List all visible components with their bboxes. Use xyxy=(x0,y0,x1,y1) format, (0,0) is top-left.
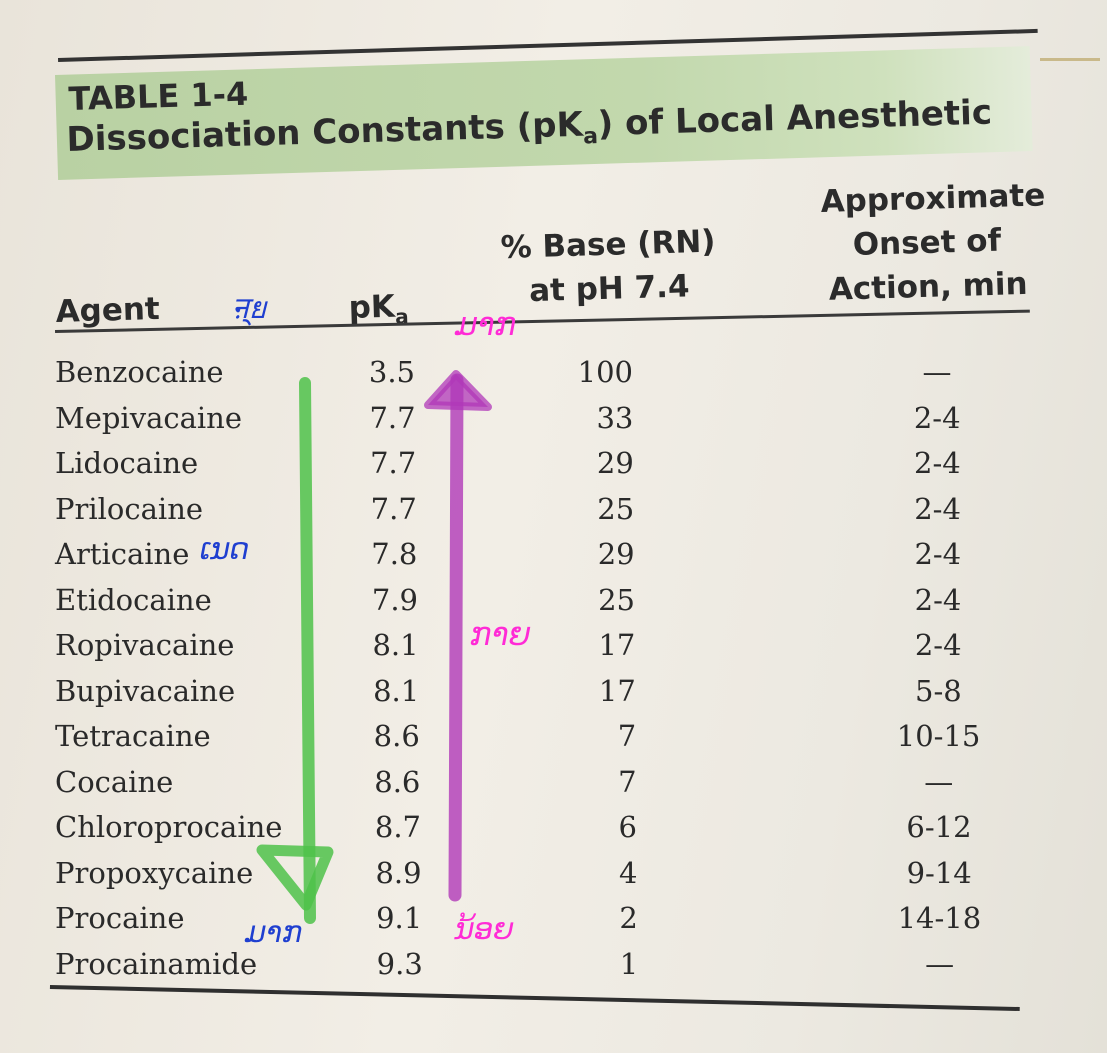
column-header-onset-line2: Onset of xyxy=(852,222,1002,264)
table-row: Chloroprocaine 8.7 6 6-12 xyxy=(55,805,1055,849)
pka-cell: 9.1 xyxy=(376,901,423,935)
base-cell: 33 xyxy=(596,400,634,435)
column-header-onset-line3: Action, min xyxy=(828,265,1029,308)
annotation-magenta-bottom: ນ້ອຍ xyxy=(455,912,514,947)
pka-cell: 8.1 xyxy=(373,673,420,708)
pka-cell: 7.7 xyxy=(370,446,417,480)
base-cell: 100 xyxy=(577,355,633,389)
base-cell: 17 xyxy=(598,673,636,708)
bottom-rule xyxy=(49,985,1020,1012)
pka-cell: 8.6 xyxy=(373,719,420,753)
table-row: Propoxycaine 8.9 4 9-14 xyxy=(55,851,1055,895)
table-row: Procaine 9.1 2 14-18 xyxy=(55,896,1055,940)
column-header-agent: Agent xyxy=(55,290,161,330)
agent-cell: Procainamide xyxy=(55,946,258,981)
table-row: Benzocaine 3.5 100 — xyxy=(55,350,1055,394)
annotation-blue-mid: ເນດ xyxy=(200,532,250,567)
onset-cell: — xyxy=(922,355,952,389)
onset-cell: — xyxy=(925,946,955,981)
agent-cell: Ropivacaine xyxy=(55,628,235,662)
table-row: Mepivacaine 7.7 33 2-4 xyxy=(55,396,1055,440)
table-number: TABLE 1-4 xyxy=(68,74,249,118)
agent-cell: Procaine xyxy=(55,901,185,935)
table-row: Ropivacaine 8.1 17 2-4 xyxy=(55,623,1055,667)
annotation-magenta-top: ມາກ xyxy=(455,305,517,343)
column-header-onset-line1: Approximate xyxy=(820,177,1046,220)
pka-cell: 3.5 xyxy=(368,355,415,389)
agent-cell: Tetracaine xyxy=(55,719,211,753)
agent-cell: Prilocaine xyxy=(55,491,204,526)
agent-cell: Lidocaine xyxy=(55,446,199,480)
base-cell: 1 xyxy=(619,946,639,981)
agent-cell: Chloroprocaine xyxy=(55,810,283,844)
base-cell: 25 xyxy=(598,582,635,617)
onset-cell: 10-15 xyxy=(896,719,981,753)
onset-cell: 2-4 xyxy=(914,582,962,617)
onset-cell: 2-4 xyxy=(914,491,961,526)
table-row: Bupivacaine 8.1 17 5-8 xyxy=(55,669,1055,713)
table-row: Prilocaine 7.7 25 2-4 xyxy=(55,487,1055,531)
base-cell: 4 xyxy=(618,855,638,890)
onset-cell: 2-4 xyxy=(914,537,962,571)
agent-cell: Cocaine xyxy=(55,764,174,799)
table-row: Procainamide 9.3 1 — xyxy=(55,942,1055,986)
base-cell: 7 xyxy=(618,764,637,799)
onset-cell: 2-4 xyxy=(914,446,961,480)
pka-cell: 8.9 xyxy=(375,855,422,890)
pka-cell: 8.7 xyxy=(374,810,421,844)
table-row: Tetracaine 8.6 7 10-15 xyxy=(55,714,1055,758)
base-cell: 6 xyxy=(618,810,637,844)
table-row: Lidocaine 7.7 29 2-4 xyxy=(55,441,1055,485)
base-cell: 17 xyxy=(598,628,636,662)
column-header-base-line1: % Base (RN) xyxy=(500,223,716,266)
column-header-pka: pKa xyxy=(348,288,410,329)
base-cell: 2 xyxy=(619,901,638,935)
column-header-base-line2: at pH 7.4 xyxy=(528,268,691,310)
agent-cell: Bupivacaine xyxy=(55,673,236,708)
table-row: Articaine 7.8 29 2-4 xyxy=(55,532,1055,576)
onset-cell: 9-14 xyxy=(906,855,972,890)
pka-cell: 8.1 xyxy=(372,628,419,662)
column-header-onset: Approximate Onset of Action, min xyxy=(820,174,1046,312)
table-row: Etidocaine 7.9 25 2-4 xyxy=(55,578,1055,622)
onset-cell: 2-4 xyxy=(914,628,962,662)
base-cell: 25 xyxy=(597,491,635,526)
header-rule xyxy=(55,309,1030,333)
page-edge-line xyxy=(1040,58,1100,61)
column-header-base: % Base (RN) at pH 7.4 xyxy=(500,220,717,314)
pka-cell: 8.6 xyxy=(374,764,421,799)
agent-cell: Etidocaine xyxy=(55,582,212,617)
agent-cell: Propoxycaine xyxy=(55,855,254,890)
pka-cell: 7.9 xyxy=(371,582,418,617)
pka-cell: 7.7 xyxy=(369,400,416,435)
annotation-magenta-mid: ກາຍ xyxy=(470,615,531,653)
base-cell: 29 xyxy=(597,537,635,571)
annotation-blue-bottom: ມາກ xyxy=(245,915,303,950)
base-cell: 7 xyxy=(617,719,637,753)
onset-cell: — xyxy=(924,764,954,799)
pka-cell: 7.7 xyxy=(370,491,417,526)
base-cell: 29 xyxy=(596,446,634,480)
agent-cell: Benzocaine xyxy=(55,355,224,389)
onset-cell: 5-8 xyxy=(915,673,962,708)
pka-cell: 9.3 xyxy=(376,946,423,981)
pka-cell: 7.8 xyxy=(371,537,418,571)
table-row: Cocaine 8.6 7 — xyxy=(55,760,1055,804)
onset-cell: 6-12 xyxy=(906,810,972,844)
onset-cell: 14-18 xyxy=(897,901,982,935)
onset-cell: 2-4 xyxy=(913,400,961,435)
agent-cell: Articaine xyxy=(55,537,190,571)
annotation-blue-top: ऩ्ย xyxy=(232,291,267,326)
agent-cell: Mepivacaine xyxy=(55,400,243,435)
